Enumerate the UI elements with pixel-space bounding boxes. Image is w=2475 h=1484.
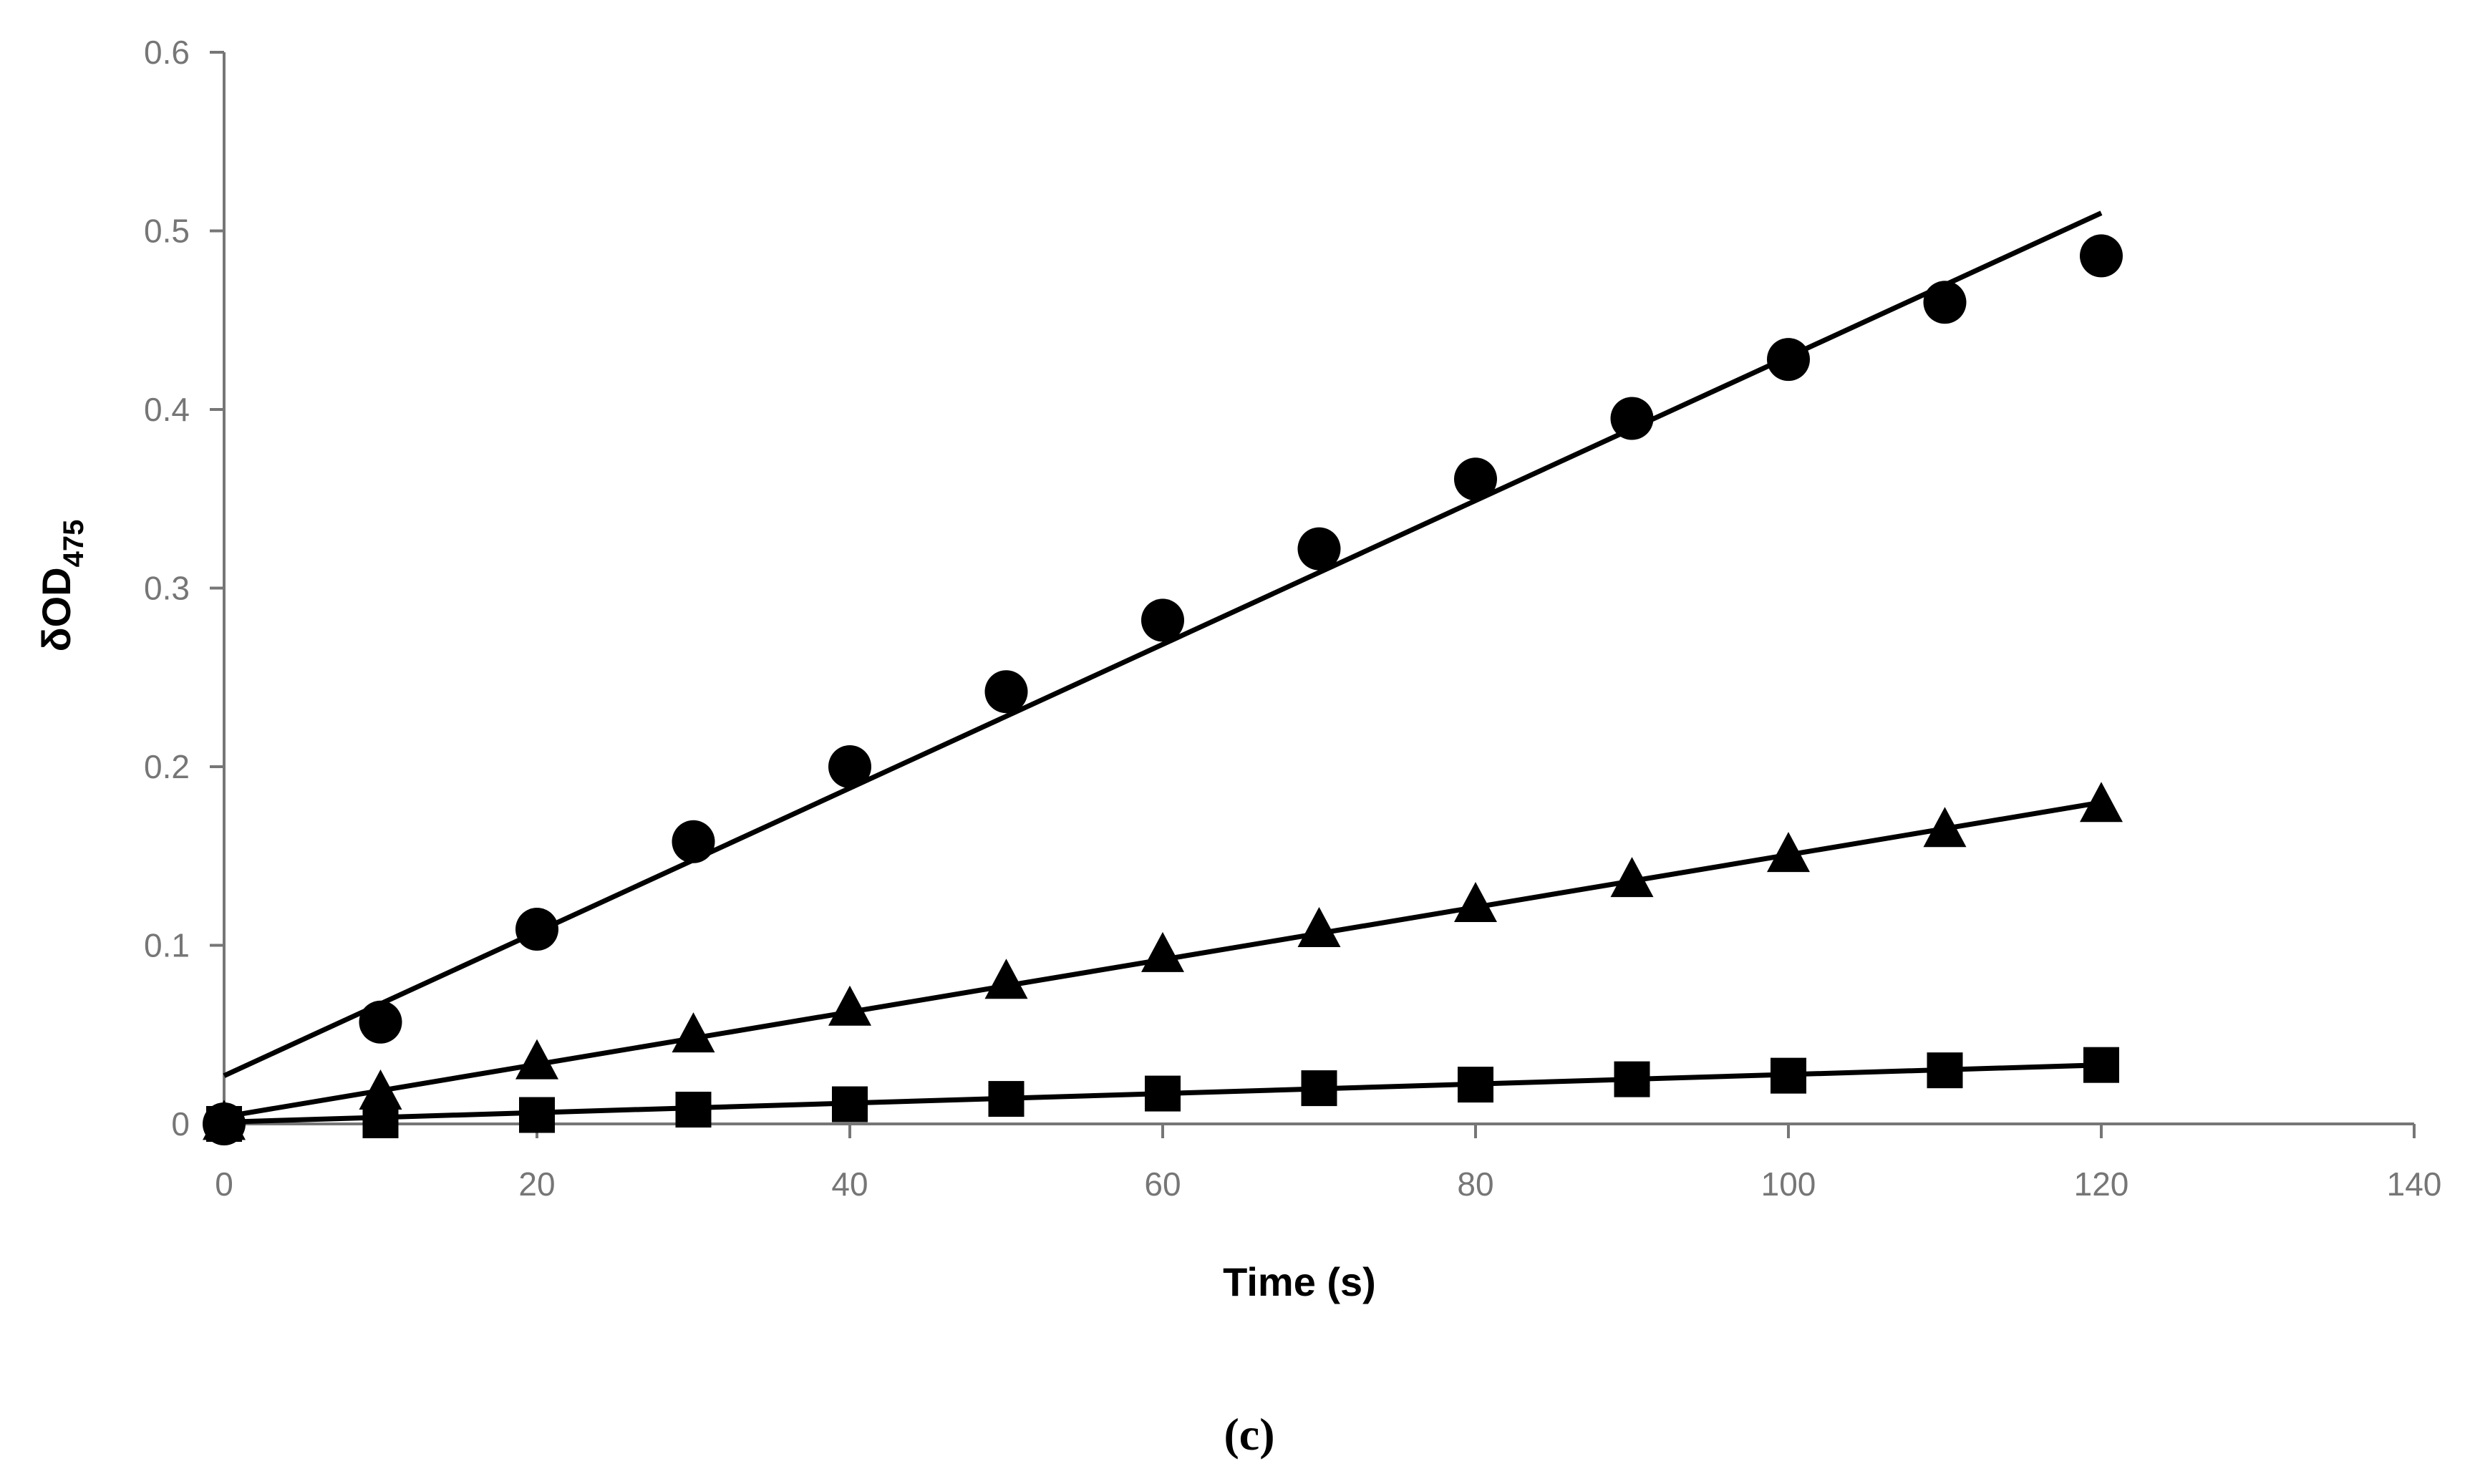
- data-point-circles: [1923, 281, 1967, 324]
- data-point-squares: [675, 1092, 712, 1128]
- y-tick-label: 0.3: [144, 570, 190, 607]
- data-point-circles: [984, 670, 1028, 714]
- y-tick-label: 0.1: [144, 927, 190, 964]
- data-point-squares: [2083, 1047, 2119, 1083]
- y-tick-label: 0.4: [144, 391, 190, 428]
- data-point-circles: [359, 1000, 402, 1044]
- x-tick-label: 80: [1457, 1165, 1493, 1203]
- data-point-triangles: [1141, 931, 1184, 972]
- data-point-triangles: [1610, 857, 1654, 898]
- trendlines: [223, 210, 2103, 1125]
- x-tick-label: 40: [831, 1165, 868, 1203]
- data-point-triangles: [1767, 832, 1810, 873]
- x-tick-label: 120: [2074, 1165, 2129, 1203]
- data-point-squares: [832, 1086, 868, 1122]
- y-axis-title-main: δOD: [34, 567, 79, 651]
- x-tick-label: 100: [1761, 1165, 1816, 1203]
- data-point-squares: [1458, 1067, 1493, 1103]
- data-point-triangles: [2080, 782, 2123, 823]
- data-markers: [203, 234, 2123, 1145]
- data-point-triangles: [984, 959, 1028, 999]
- y-axis-ticks: 0 0.1 0.2 0.3 0.4 0.5 0.6: [144, 34, 224, 1143]
- y-tick-label: 0.2: [144, 748, 190, 785]
- data-point-circles: [828, 745, 871, 788]
- data-point-circles: [515, 908, 558, 951]
- data-point-squares: [1614, 1061, 1650, 1097]
- data-point-triangles: [1297, 906, 1341, 947]
- data-point-circles: [1767, 338, 1810, 382]
- x-tick-label: 140: [2387, 1165, 2442, 1203]
- data-point-squares: [1301, 1070, 1337, 1107]
- data-point-triangles: [672, 1012, 715, 1053]
- data-point-triangles: [359, 1069, 402, 1110]
- data-point-circles: [1141, 598, 1184, 642]
- data-point-circles: [1610, 397, 1654, 440]
- data-point-squares: [1145, 1075, 1181, 1112]
- data-point-squares: [519, 1097, 555, 1133]
- x-tick-label: 20: [518, 1165, 555, 1203]
- data-point-triangles: [1454, 882, 1497, 923]
- data-point-triangles: [515, 1039, 558, 1080]
- y-tick-label: 0: [171, 1105, 190, 1143]
- x-tick-label: 0: [215, 1165, 233, 1203]
- y-axis-title: δOD475: [34, 520, 89, 652]
- data-point-squares: [1927, 1052, 1963, 1089]
- data-point-circles: [2080, 234, 2123, 278]
- y-tick-label: 0.5: [144, 213, 190, 250]
- data-point-squares: [362, 1102, 399, 1139]
- data-point-squares: [1771, 1057, 1806, 1094]
- x-axis-title: Time (s): [1223, 1259, 1376, 1304]
- axes: [223, 52, 2414, 1125]
- data-point-circles: [1454, 457, 1497, 501]
- y-axis-title-subscript: 475: [58, 520, 89, 568]
- x-axis-ticks: 0 20 40 60 80 100 120 140: [215, 1124, 2441, 1203]
- figure-caption: (c): [1224, 1409, 1274, 1460]
- y-tick-label: 0.6: [144, 34, 190, 71]
- data-point-circles: [672, 820, 715, 863]
- data-point-squares: [988, 1081, 1025, 1117]
- data-point-triangles: [828, 985, 871, 1026]
- data-point-triangles: [1923, 807, 1967, 848]
- data-point-circles: [1297, 527, 1341, 571]
- data-point-squares: [206, 1106, 242, 1142]
- x-tick-label: 60: [1144, 1165, 1181, 1203]
